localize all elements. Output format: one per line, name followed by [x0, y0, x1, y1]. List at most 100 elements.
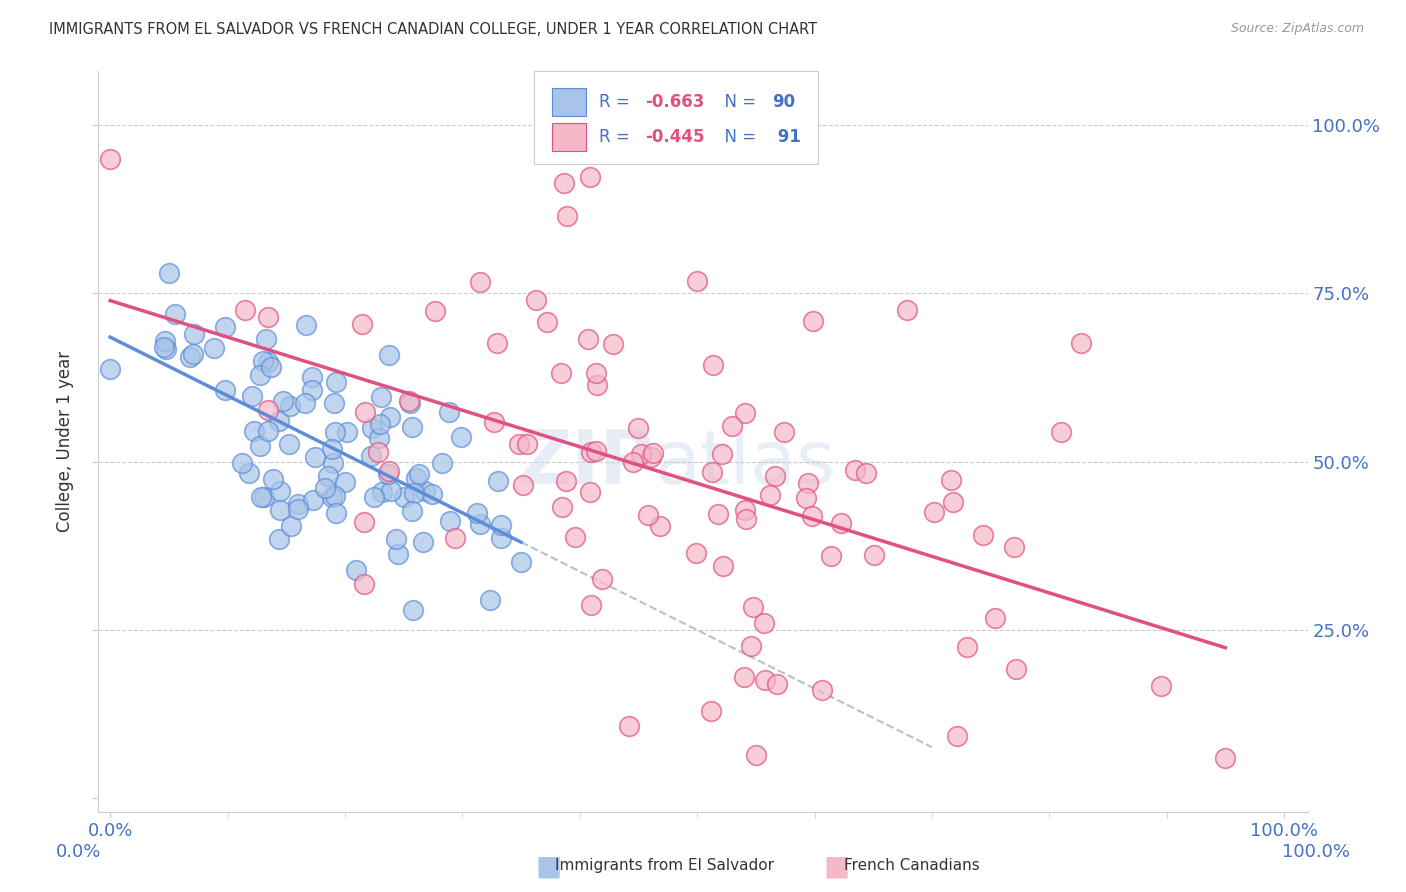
Point: [956, 640, 979, 654]
Point: [1049, 425, 1071, 439]
Point: [702, 358, 724, 372]
Point: [742, 600, 765, 615]
Text: N =: N =: [714, 93, 761, 111]
Point: [685, 546, 707, 560]
Point: [214, 319, 236, 334]
Y-axis label: College, Under 1 year: College, Under 1 year: [56, 351, 75, 533]
Point: [489, 531, 512, 545]
Point: [585, 367, 607, 381]
Point: [524, 293, 547, 308]
Point: [344, 563, 367, 577]
Point: [157, 266, 180, 280]
Point: [242, 389, 264, 403]
Point: [972, 528, 994, 542]
Point: [1005, 662, 1028, 676]
Point: [335, 475, 357, 489]
Point: [754, 673, 776, 687]
Point: [591, 572, 613, 586]
Point: [179, 350, 201, 364]
Point: [401, 504, 423, 518]
Point: [617, 719, 640, 733]
Point: [1002, 540, 1025, 554]
Text: -0.663: -0.663: [645, 93, 704, 111]
Point: [350, 318, 373, 332]
Point: [405, 470, 427, 484]
Point: [470, 517, 492, 532]
Point: [491, 517, 513, 532]
Point: [287, 502, 309, 516]
Point: [294, 318, 316, 332]
Point: [555, 474, 578, 488]
Point: [550, 366, 572, 380]
Point: [437, 404, 460, 418]
Point: [253, 490, 276, 504]
Point: [863, 548, 886, 562]
Point: [752, 616, 775, 631]
Point: [855, 466, 877, 480]
Point: [766, 677, 789, 691]
Point: [322, 457, 344, 471]
Point: [468, 275, 491, 289]
Point: [235, 302, 257, 317]
Point: [98, 361, 121, 376]
Point: [745, 747, 768, 762]
Point: [423, 303, 446, 318]
Point: [796, 475, 818, 490]
Text: N =: N =: [714, 128, 761, 146]
Point: [252, 353, 274, 368]
Text: Source: ZipAtlas.com: Source: ZipAtlas.com: [1230, 22, 1364, 36]
Point: [564, 530, 586, 544]
Point: [321, 442, 343, 456]
Point: [153, 341, 176, 355]
Point: [402, 486, 425, 500]
Text: ■: ■: [824, 853, 849, 881]
Point: [553, 177, 575, 191]
Point: [249, 368, 271, 382]
Point: [392, 490, 415, 504]
Text: Immigrants from El Salvador: Immigrants from El Salvador: [555, 858, 775, 872]
Point: [353, 577, 375, 591]
Point: [773, 425, 796, 439]
Point: [294, 396, 316, 410]
Text: 91: 91: [772, 128, 801, 146]
Point: [711, 558, 734, 573]
Point: [1070, 335, 1092, 350]
Point: [482, 415, 505, 429]
Point: [378, 348, 401, 362]
Point: [579, 170, 602, 185]
Point: [243, 424, 266, 438]
Point: [287, 497, 309, 511]
Point: [238, 466, 260, 480]
Point: [322, 395, 344, 409]
Text: 0.0%: 0.0%: [56, 843, 101, 861]
Point: [377, 464, 399, 478]
Point: [734, 512, 756, 526]
Point: [380, 484, 402, 499]
Point: [1149, 679, 1171, 693]
Point: [801, 509, 824, 524]
Point: [759, 488, 782, 502]
Point: [640, 450, 662, 464]
Point: [733, 670, 755, 684]
Point: [621, 455, 644, 469]
Point: [627, 421, 650, 435]
Point: [700, 704, 723, 718]
Bar: [551, 87, 586, 116]
Point: [301, 384, 323, 398]
Point: [370, 390, 392, 404]
Text: IMMIGRANTS FROM EL SALVADOR VS FRENCH CANADIAN COLLEGE, UNDER 1 YEAR CORRELATION: IMMIGRANTS FROM EL SALVADOR VS FRENCH CA…: [49, 22, 817, 37]
Bar: [551, 123, 586, 152]
Point: [367, 445, 389, 459]
Point: [316, 468, 339, 483]
Point: [946, 730, 969, 744]
Text: ZIP: ZIP: [517, 427, 655, 500]
Point: [314, 481, 336, 495]
Point: [278, 436, 301, 450]
Point: [820, 549, 842, 564]
Point: [420, 487, 443, 501]
Point: [721, 419, 744, 434]
Point: [302, 492, 325, 507]
Point: [630, 447, 652, 461]
Point: [794, 491, 817, 506]
Point: [280, 518, 302, 533]
